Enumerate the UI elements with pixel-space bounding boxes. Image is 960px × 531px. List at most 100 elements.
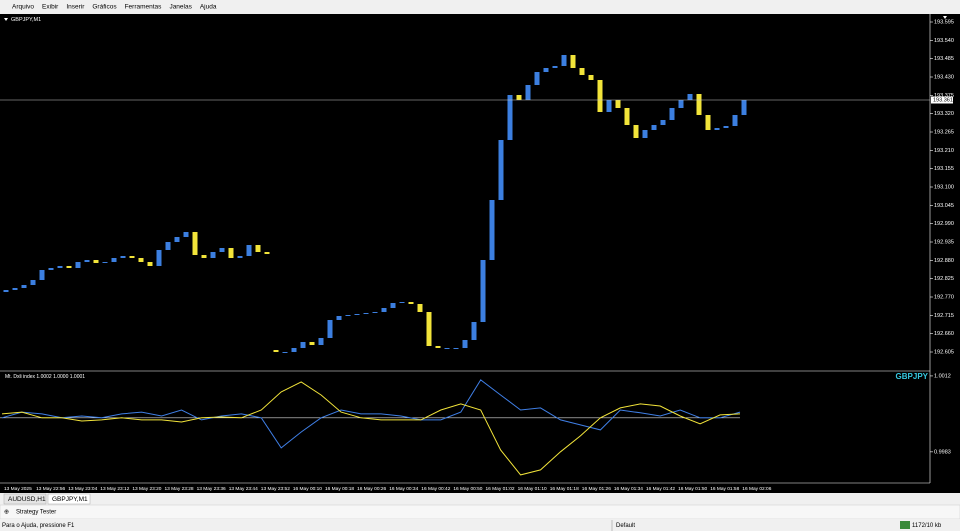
candle [327, 320, 333, 338]
candle [57, 266, 63, 268]
candle [615, 100, 621, 108]
candle [255, 245, 261, 252]
time-label: 16 May 01:02 [486, 486, 515, 492]
time-label: 16 May 01:42 [646, 486, 675, 492]
candle [579, 68, 585, 75]
indicator-label: 1.0012 [934, 373, 951, 379]
tester-icon: ⊕ [4, 510, 9, 516]
status-profile: Default [616, 523, 635, 529]
candle [570, 55, 576, 68]
tab[interactable] [3, 493, 47, 505]
candle [3, 290, 9, 292]
price-label: 192.935 [934, 239, 954, 245]
time-label: 13 May 23:28 [165, 486, 194, 492]
candle [606, 100, 612, 112]
candle [399, 302, 405, 303]
status-help: Para o Ajuda, pressione F1 [2, 523, 75, 529]
candle [84, 260, 90, 262]
candle [687, 94, 693, 100]
candle [291, 348, 297, 352]
time-label: 13 May 2025 [4, 486, 32, 492]
candle [309, 342, 315, 345]
candle [48, 268, 54, 270]
indicator-line [1, 381, 741, 476]
tab-label[interactable]: AUDUSD,H1 [8, 496, 46, 503]
candle [345, 315, 351, 316]
candle [408, 302, 414, 304]
candle [102, 262, 108, 263]
candle [354, 314, 360, 315]
price-label: 193.045 [934, 203, 954, 209]
menu-item[interactable]: Janelas [169, 4, 192, 11]
time-label: 16 May 00:18 [325, 486, 354, 492]
tab-label[interactable]: GBPJPY,M1 [52, 496, 88, 503]
price-label: 193.100 [934, 184, 954, 190]
candle [525, 85, 531, 100]
menu-item[interactable]: Ajuda [200, 4, 217, 11]
tab[interactable] [47, 493, 91, 505]
candle [741, 100, 747, 115]
time-label: 13 May 23:44 [229, 486, 258, 492]
candle [462, 340, 468, 348]
candle [705, 115, 711, 130]
candle [516, 95, 522, 100]
candle [543, 68, 549, 72]
candle [498, 140, 504, 200]
time-label: 16 May 01:34 [614, 486, 643, 492]
candle [336, 316, 342, 320]
time-label: 16 May 01:18 [550, 486, 579, 492]
candle [732, 115, 738, 126]
candle [624, 108, 630, 125]
candle [183, 232, 189, 237]
price-label: 193.265 [934, 129, 954, 135]
price-label: 193.540 [934, 38, 954, 44]
candle [444, 348, 450, 349]
candle [174, 237, 180, 242]
price-label: 193.320 [934, 111, 954, 117]
candle [264, 252, 270, 254]
candle [660, 120, 666, 125]
candle [561, 55, 567, 66]
menu-item[interactable]: Arquivo [12, 4, 34, 11]
time-label: 16 May 01:58 [710, 486, 739, 492]
candle [714, 128, 720, 130]
time-label: 16 May 02:06 [742, 486, 771, 492]
menu-item[interactable]: Ferramentas [125, 4, 163, 11]
time-label: 16 May 01:10 [518, 486, 547, 492]
candle [588, 75, 594, 80]
candle [138, 258, 144, 262]
time-label: 16 May 01:50 [678, 486, 707, 492]
menu-item[interactable]: Gráficos [92, 4, 117, 11]
menu-item[interactable]: Inserir [66, 4, 85, 11]
time-label: 13 May 22:56 [36, 486, 65, 492]
tester-label[interactable]: Strategy Tester [16, 510, 56, 516]
candle [111, 258, 117, 262]
candle [453, 348, 459, 349]
candle [210, 252, 216, 258]
time-label: 16 May 00:10 [293, 486, 322, 492]
candle [633, 125, 639, 138]
indicator-symbol: GBPJPY [896, 372, 929, 381]
price-label: 193.485 [934, 56, 954, 62]
candle [363, 313, 369, 314]
candle [552, 66, 558, 68]
candle [12, 288, 18, 290]
status-traffic: 1172/10 kb [912, 523, 942, 529]
candle [219, 248, 225, 252]
time-label: 13 May 23:04 [68, 486, 97, 492]
current-price-box [931, 96, 953, 104]
price-label: 193.155 [934, 166, 954, 172]
time-label: 16 May 01:26 [582, 486, 611, 492]
time-label: 16 May 00:50 [453, 486, 482, 492]
tester-bar [0, 504, 960, 520]
menu-item[interactable]: Exibir [42, 4, 59, 11]
candle [300, 342, 306, 348]
price-label: 192.990 [934, 221, 954, 227]
candle [723, 126, 729, 128]
current-price-label: 193.361 [933, 97, 953, 103]
candle [273, 350, 279, 352]
time-label: 13 May 23:52 [261, 486, 290, 492]
candle [435, 346, 441, 348]
candle [507, 95, 513, 140]
